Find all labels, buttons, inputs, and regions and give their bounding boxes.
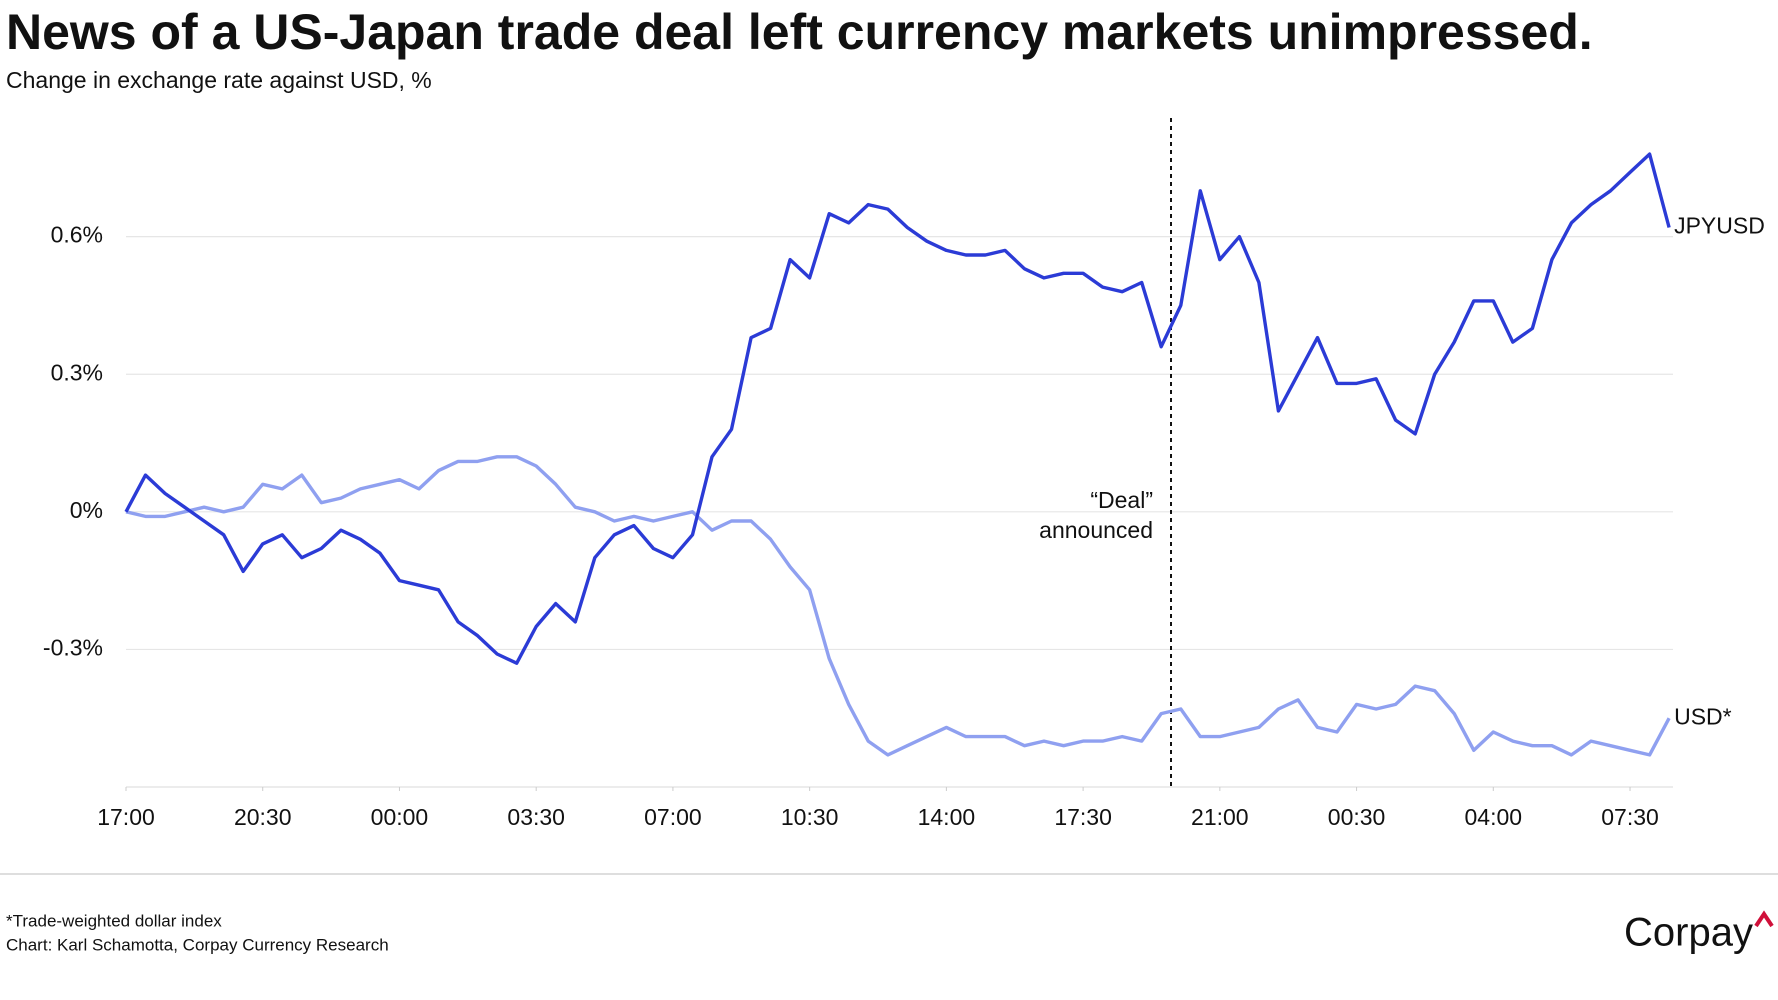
- x-tick-label: 07:30: [1601, 804, 1659, 830]
- brand-caret: [1754, 910, 1774, 928]
- series-line: [124, 152, 1671, 665]
- y-tick-label: -0.3%: [43, 634, 103, 660]
- chart-title: News of a US-Japan trade deal left curre…: [6, 4, 1593, 60]
- series-label: USD*: [1674, 703, 1732, 729]
- y-tick-label: 0.6%: [51, 222, 103, 248]
- x-tick-label: 17:30: [1054, 804, 1112, 830]
- y-tick-label: 0.3%: [51, 359, 103, 385]
- series-label: JPYUSD: [1674, 213, 1765, 239]
- source: Chart: Karl Schamotta, Corpay Currency R…: [6, 935, 389, 954]
- x-tick-label: 04:00: [1465, 804, 1523, 830]
- x-tick-label: 17:00: [97, 804, 155, 830]
- x-tick-label: 14:00: [918, 804, 976, 830]
- chart-subtitle: Change in exchange rate against USD, %: [6, 67, 432, 93]
- x-tick-label: 03:30: [507, 804, 565, 830]
- brand-logo: Corpay: [1624, 911, 1753, 955]
- x-tick-label: 07:00: [644, 804, 702, 830]
- series-line: [125, 455, 1671, 757]
- annotation-text: announced: [1039, 517, 1153, 543]
- x-tick-label: 20:30: [234, 804, 292, 830]
- annotation-text: “Deal”: [1090, 487, 1153, 513]
- y-tick-label: 0%: [70, 497, 103, 523]
- x-tick-label: 00:30: [1328, 804, 1386, 830]
- x-tick-label: 00:00: [371, 804, 429, 830]
- x-tick-label: 21:00: [1191, 804, 1249, 830]
- footnote: *Trade-weighted dollar index: [6, 911, 222, 930]
- x-tick-label: 10:30: [781, 804, 839, 830]
